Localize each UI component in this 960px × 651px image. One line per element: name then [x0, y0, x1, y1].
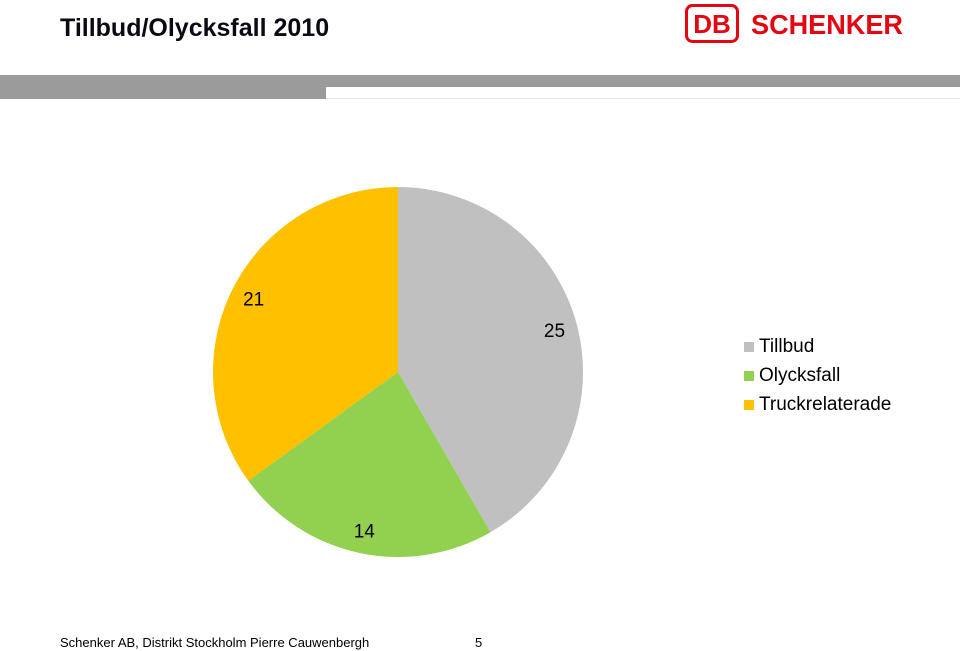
header-divider-bar: [0, 75, 960, 87]
data-label-tillbud: 25: [544, 321, 565, 342]
legend-label: Truckrelaterade: [759, 393, 892, 415]
pie-slice-truckrelaterade: [213, 187, 398, 481]
header-divider-line: [326, 98, 960, 99]
pie-slice-tillbud: [398, 187, 584, 533]
legend-swatch: [744, 370, 754, 381]
header-divider-accent: [0, 87, 326, 99]
legend-item-olycksfall: Olycksfall: [744, 361, 891, 390]
footer-text: Schenker AB, Distrikt Stockholm Pierre C…: [60, 635, 370, 650]
data-label-olycksfall: 14: [354, 521, 376, 542]
chart-legend: Tillbud Olycksfall Truckrelaterade: [744, 332, 891, 419]
db-schenker-logo: DB SCHENKER: [685, 4, 903, 43]
svg-text:DB: DB: [693, 9, 731, 39]
svg-text:SCHENKER: SCHENKER: [751, 9, 903, 40]
page-number: 5: [475, 635, 483, 650]
pie-slice-olycksfall: [248, 372, 491, 557]
legend-swatch: [744, 341, 754, 352]
data-label-truckrelaterade: 21: [243, 289, 264, 310]
legend-swatch: [744, 399, 754, 410]
legend-item-tillbud: Tillbud: [744, 332, 891, 361]
legend-label: Olycksfall: [759, 364, 841, 386]
legend-item-truckrelaterade: Truckrelaterade: [744, 390, 891, 419]
page-title: Tillbud/Olycksfall 2010: [60, 14, 330, 42]
legend-label: Tillbud: [759, 335, 815, 357]
